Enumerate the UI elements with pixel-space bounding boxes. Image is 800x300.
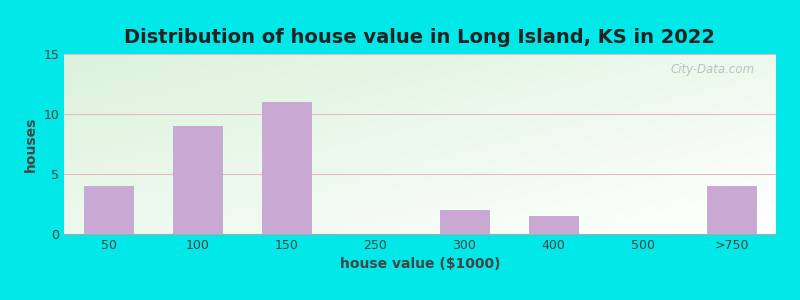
Bar bbox=[707, 186, 756, 234]
Bar bbox=[262, 102, 311, 234]
X-axis label: house value ($1000): house value ($1000) bbox=[340, 257, 500, 272]
Bar bbox=[440, 210, 489, 234]
Bar bbox=[173, 126, 222, 234]
Bar bbox=[529, 216, 578, 234]
Bar bbox=[84, 186, 133, 234]
Text: City-Data.com: City-Data.com bbox=[670, 63, 754, 76]
Title: Distribution of house value in Long Island, KS in 2022: Distribution of house value in Long Isla… bbox=[125, 28, 715, 47]
Y-axis label: houses: houses bbox=[24, 116, 38, 172]
